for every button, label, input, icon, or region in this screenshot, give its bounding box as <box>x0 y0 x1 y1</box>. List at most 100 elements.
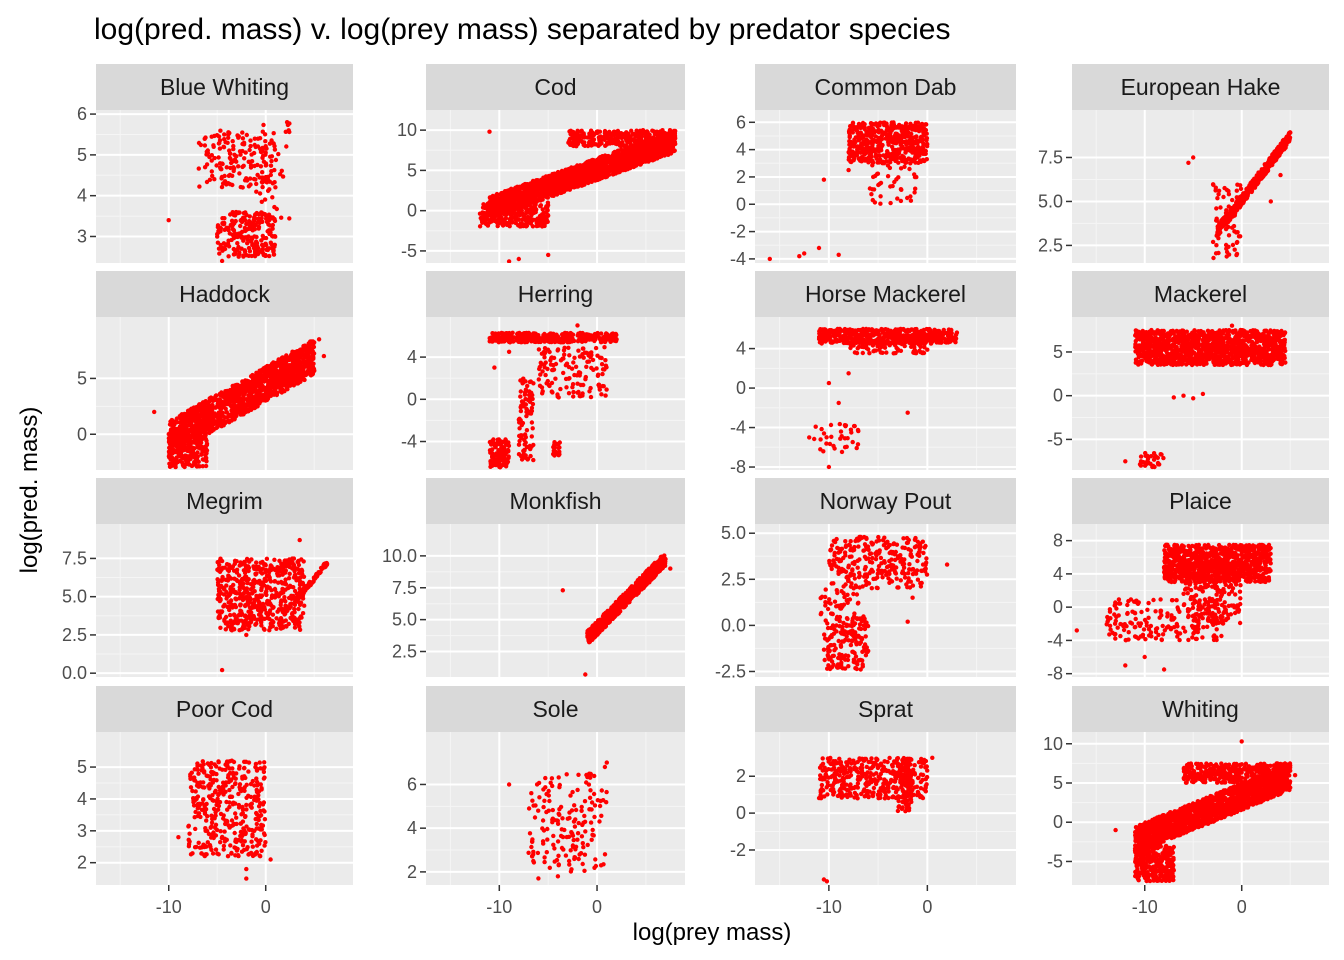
data-point <box>612 161 617 166</box>
data-point <box>596 135 601 140</box>
data-point <box>623 164 628 169</box>
data-point <box>619 143 624 148</box>
data-point <box>916 147 922 152</box>
data-point <box>266 228 272 233</box>
y-tick-label: 5 <box>77 368 87 388</box>
data-point <box>1232 229 1237 234</box>
data-point <box>624 158 630 164</box>
data-point <box>273 157 279 163</box>
data-point <box>651 129 657 134</box>
data-point <box>600 160 605 165</box>
data-point <box>605 154 610 160</box>
data-point <box>529 206 534 211</box>
data-point <box>891 125 897 131</box>
data-point <box>1274 148 1279 154</box>
data-point <box>866 156 871 162</box>
data-point <box>870 163 875 168</box>
facet-strip <box>426 64 685 110</box>
data-point <box>613 171 618 176</box>
data-point <box>662 151 667 156</box>
data-point <box>898 124 903 130</box>
data-point <box>516 256 521 262</box>
data-point <box>240 136 246 141</box>
data-point <box>284 120 290 125</box>
data-point <box>885 149 890 154</box>
data-point <box>609 166 614 172</box>
data-point <box>852 156 857 161</box>
data-point <box>242 156 247 161</box>
data-point <box>1215 196 1220 201</box>
data-point <box>1226 204 1232 209</box>
data-point <box>866 133 871 138</box>
data-point <box>632 152 638 157</box>
data-point <box>907 166 912 172</box>
data-point <box>567 129 572 134</box>
data-point <box>673 136 678 141</box>
data-point <box>276 151 281 157</box>
data-point <box>920 151 926 156</box>
data-point <box>898 187 904 192</box>
data-point <box>588 128 594 133</box>
data-point <box>867 153 872 158</box>
data-point <box>506 259 512 263</box>
data-point <box>878 144 883 150</box>
data-point <box>247 159 252 165</box>
data-point <box>260 147 265 153</box>
data-point <box>924 122 929 127</box>
data-point <box>1219 218 1224 223</box>
data-point <box>222 220 227 226</box>
data-point <box>851 144 856 149</box>
data-point <box>667 143 672 148</box>
data-point <box>602 165 608 170</box>
y-tick-label: 4 <box>736 140 746 160</box>
data-point <box>615 128 621 134</box>
data-point <box>797 254 802 259</box>
data-point <box>870 197 875 203</box>
data-point <box>592 177 597 182</box>
data-point <box>626 154 631 159</box>
data-point <box>233 249 238 254</box>
data-point <box>284 144 289 149</box>
data-point <box>560 169 565 174</box>
data-point <box>873 173 878 179</box>
data-point <box>202 143 208 148</box>
data-point <box>1216 188 1222 193</box>
data-point <box>861 122 866 128</box>
data-point <box>244 132 249 138</box>
data-point <box>209 158 214 163</box>
data-point <box>908 157 913 162</box>
data-point <box>802 251 807 256</box>
data-point <box>861 134 866 140</box>
data-point <box>234 159 239 164</box>
data-point <box>268 172 273 178</box>
data-point <box>670 148 676 154</box>
data-point <box>505 222 511 227</box>
data-point <box>605 133 610 139</box>
data-point <box>498 203 503 208</box>
data-point <box>895 196 900 201</box>
data-point <box>537 216 542 222</box>
data-point <box>248 138 253 143</box>
data-point <box>286 355 291 361</box>
data-point <box>509 194 515 200</box>
data-point <box>821 177 827 182</box>
data-point <box>528 221 533 226</box>
data-point <box>585 172 590 177</box>
y-tick-label: 5.0 <box>1038 191 1063 211</box>
data-point <box>519 221 525 226</box>
data-point <box>216 134 222 139</box>
data-point <box>248 182 253 187</box>
data-point <box>247 249 253 254</box>
data-point <box>259 210 264 215</box>
data-point <box>230 139 235 144</box>
data-point <box>619 156 624 161</box>
data-point <box>617 135 623 140</box>
data-point <box>250 228 255 233</box>
data-point <box>278 172 283 177</box>
data-point <box>531 210 537 215</box>
data-point <box>248 238 253 243</box>
data-point <box>913 186 918 191</box>
data-point <box>875 122 881 128</box>
